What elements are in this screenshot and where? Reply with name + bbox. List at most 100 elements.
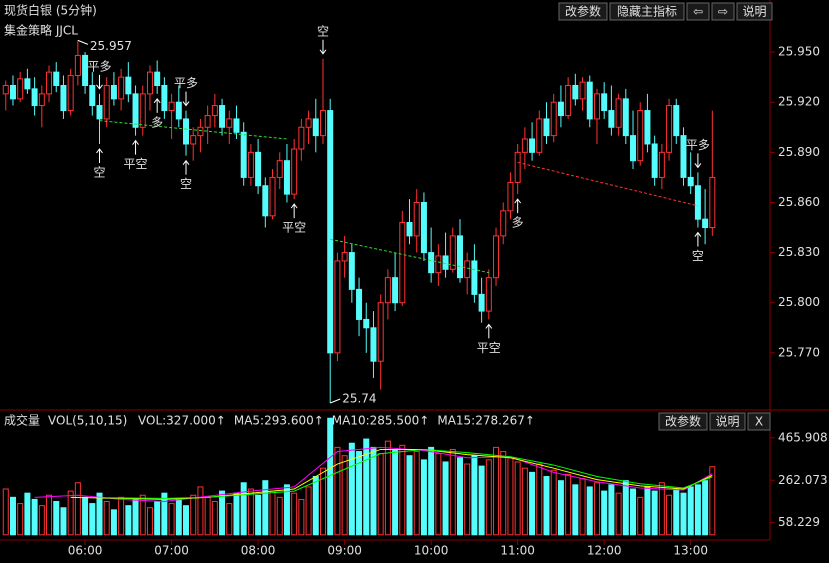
button-label[interactable]: ⇨ <box>718 5 728 19</box>
button[interactable] <box>609 2 685 21</box>
volume-bar <box>507 457 514 536</box>
volume-bar <box>608 484 615 536</box>
volume-bar <box>550 469 557 536</box>
candle-body <box>60 84 67 112</box>
candle-body <box>96 105 103 120</box>
candle-body <box>74 54 81 76</box>
candle-body <box>283 160 290 195</box>
volume-bar <box>276 496 283 536</box>
trend-line <box>330 238 489 274</box>
volume-bar <box>334 446 341 536</box>
candle-body <box>46 71 53 95</box>
signal-label: 平多 <box>87 59 111 73</box>
candle-body <box>543 118 550 137</box>
signal-arrow <box>96 148 103 163</box>
volume-bar <box>298 498 305 536</box>
volume-bar <box>82 496 89 536</box>
volume-bar <box>615 492 622 536</box>
ma-line <box>34 446 713 502</box>
button-label[interactable]: 隐藏主指标 <box>617 4 677 19</box>
candle-body <box>658 151 665 178</box>
extreme-pointer <box>77 39 89 45</box>
candle-body <box>255 151 262 187</box>
volume-bar <box>680 492 687 536</box>
candle-body <box>89 84 96 107</box>
button-label[interactable]: 说明 <box>742 4 766 19</box>
button[interactable] <box>747 412 771 431</box>
button[interactable] <box>686 2 710 21</box>
button-label[interactable]: X <box>755 415 763 429</box>
candle-body <box>413 201 420 237</box>
candle-body <box>125 76 132 95</box>
volume-bar <box>493 446 500 536</box>
button[interactable] <box>736 2 773 21</box>
candle-body <box>226 118 233 128</box>
candle-body <box>673 105 680 137</box>
candle-body <box>493 235 500 279</box>
candle-body <box>298 126 305 150</box>
volume-bar <box>17 503 24 536</box>
button[interactable] <box>658 412 708 431</box>
signal-arrow <box>319 39 327 55</box>
candle-body <box>247 151 254 178</box>
volume-bar <box>211 500 218 536</box>
volume-bar <box>175 498 182 536</box>
volume-bar <box>384 440 391 536</box>
volume-bar <box>687 486 694 536</box>
candle-body <box>565 84 572 117</box>
signal-arrow <box>182 159 190 175</box>
volume-bar <box>406 455 413 536</box>
volume-bar <box>305 486 312 536</box>
trend-line <box>517 161 699 207</box>
candle-body <box>82 54 89 86</box>
volume-bar <box>557 480 564 536</box>
volume-bar <box>118 496 125 536</box>
candle-body <box>651 143 658 178</box>
candle-body <box>211 105 218 117</box>
volume-bar <box>154 500 161 536</box>
volume-bar <box>658 482 665 536</box>
indicator-label: VOL:327.000↑ <box>138 414 226 428</box>
signal-label: 平多 <box>686 138 710 152</box>
candle-body <box>392 277 399 304</box>
y-tick-label: 262.073 <box>778 473 828 487</box>
volume-bar <box>593 482 600 536</box>
button-label[interactable]: 说明 <box>715 414 739 429</box>
button[interactable] <box>711 2 735 21</box>
candle-body <box>31 88 38 107</box>
volume-bar <box>370 446 377 536</box>
candle-body <box>442 255 449 270</box>
y-tick-label: 465.908 <box>778 430 828 444</box>
button-label[interactable]: 改参数 <box>565 4 601 19</box>
candle-body <box>572 84 579 100</box>
button[interactable] <box>709 412 746 431</box>
y-tick-label: 25.770 <box>778 345 820 359</box>
candle-body <box>240 131 247 178</box>
candle-body <box>630 135 637 162</box>
candle-body <box>305 118 312 128</box>
volume-bar <box>399 444 406 536</box>
volume-bar <box>197 486 204 536</box>
volume-bar <box>601 490 608 536</box>
candle-body <box>694 185 701 220</box>
volume-bar <box>478 465 485 536</box>
candle-body <box>262 185 269 217</box>
volume-bar <box>269 490 276 536</box>
button[interactable] <box>558 2 608 21</box>
button-label[interactable]: 改参数 <box>665 414 701 429</box>
volume-bar <box>139 494 146 536</box>
volume-bar <box>666 494 673 536</box>
candle-body <box>478 293 485 312</box>
volume-bar <box>146 507 153 536</box>
volume-bar <box>622 480 629 536</box>
candle-body <box>139 93 146 128</box>
button-label[interactable]: ⇦ <box>693 5 703 19</box>
volume-bar <box>579 478 586 536</box>
signal-label: 空 <box>93 165 105 179</box>
y-tick-label: 25.890 <box>778 145 820 159</box>
signal-label: 多 <box>151 115 163 129</box>
candle-body <box>521 138 528 153</box>
x-tick-label: 08:00 <box>241 544 276 558</box>
signal-arrow <box>290 203 298 219</box>
candle-body <box>399 222 406 304</box>
